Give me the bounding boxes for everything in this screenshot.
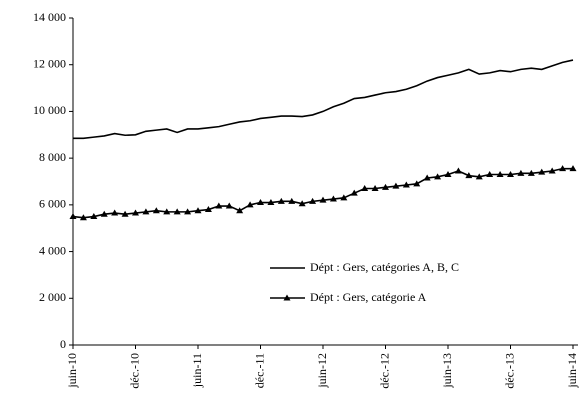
series-marker <box>392 182 400 189</box>
x-tick-label: juin-12 <box>315 353 329 389</box>
series-marker <box>382 183 389 190</box>
x-tick-label: juin-11 <box>190 353 204 388</box>
legend <box>265 255 557 313</box>
series-marker <box>538 168 546 175</box>
series-marker <box>350 189 358 196</box>
y-tick-label: 8 000 <box>39 150 66 164</box>
y-tick-label: 2 000 <box>39 290 66 304</box>
series-marker <box>527 169 535 176</box>
series-marker <box>423 174 431 181</box>
x-tick-label: déc.-13 <box>502 353 516 389</box>
x-tick-label: déc.-10 <box>127 353 141 389</box>
series-marker <box>194 207 202 214</box>
series-marker <box>361 185 369 192</box>
series-marker <box>319 196 327 203</box>
series-marker <box>329 195 337 202</box>
series-marker <box>465 172 473 179</box>
x-tick-label: juin-13 <box>440 353 454 389</box>
x-tick-label: juin-10 <box>65 353 79 389</box>
series-marker <box>100 210 108 217</box>
series-marker <box>90 213 98 220</box>
legend-marker <box>283 294 291 301</box>
legend-label: Dépt : Gers, catégorie A <box>310 290 427 304</box>
series-marker <box>267 199 275 206</box>
series-marker <box>496 170 504 177</box>
series-marker <box>111 209 119 216</box>
series-marker <box>215 202 223 209</box>
x-tick-label: juin-14 <box>565 353 579 389</box>
series-marker <box>132 209 139 216</box>
series-marker <box>225 202 233 209</box>
series-marker <box>454 167 462 174</box>
y-tick-label: 12 000 <box>33 56 66 70</box>
y-tick-label: 6 000 <box>39 197 66 211</box>
y-tick-label: 14 000 <box>33 10 66 24</box>
series-marker <box>184 208 192 215</box>
series-marker <box>340 194 348 201</box>
series-marker <box>507 170 514 177</box>
series-marker <box>475 173 483 180</box>
series-marker <box>173 208 181 215</box>
series-marker <box>371 185 379 192</box>
series-marker <box>434 173 442 180</box>
series-marker <box>569 165 577 172</box>
series-marker <box>277 197 285 204</box>
series-marker <box>413 180 421 187</box>
series-marker <box>142 208 150 215</box>
y-tick-label: 10 000 <box>33 103 66 117</box>
x-tick-label: déc.-12 <box>377 353 391 389</box>
series-marker <box>121 210 129 217</box>
y-tick-label: 4 000 <box>39 243 66 257</box>
series-marker <box>402 181 410 188</box>
series-marker <box>559 165 567 172</box>
series-marker <box>246 201 254 208</box>
series-marker <box>79 214 87 221</box>
series-marker <box>236 207 244 214</box>
series-marker <box>309 197 317 204</box>
series-marker <box>548 167 556 174</box>
x-tick-label: déc.-11 <box>252 353 266 388</box>
series-marker <box>486 170 494 177</box>
series-marker <box>152 207 160 214</box>
y-tick-label: 0 <box>60 337 66 351</box>
series-marker <box>298 200 306 207</box>
series-marker <box>517 169 525 176</box>
legend-label: Dépt : Gers, catégories A, B, C <box>310 260 459 274</box>
series-marker <box>444 170 452 177</box>
series-marker <box>69 213 77 220</box>
series-marker <box>204 206 212 213</box>
series-marker <box>288 197 296 204</box>
series-marker <box>163 208 171 215</box>
series-marker <box>257 199 264 206</box>
series-line <box>73 59 574 140</box>
